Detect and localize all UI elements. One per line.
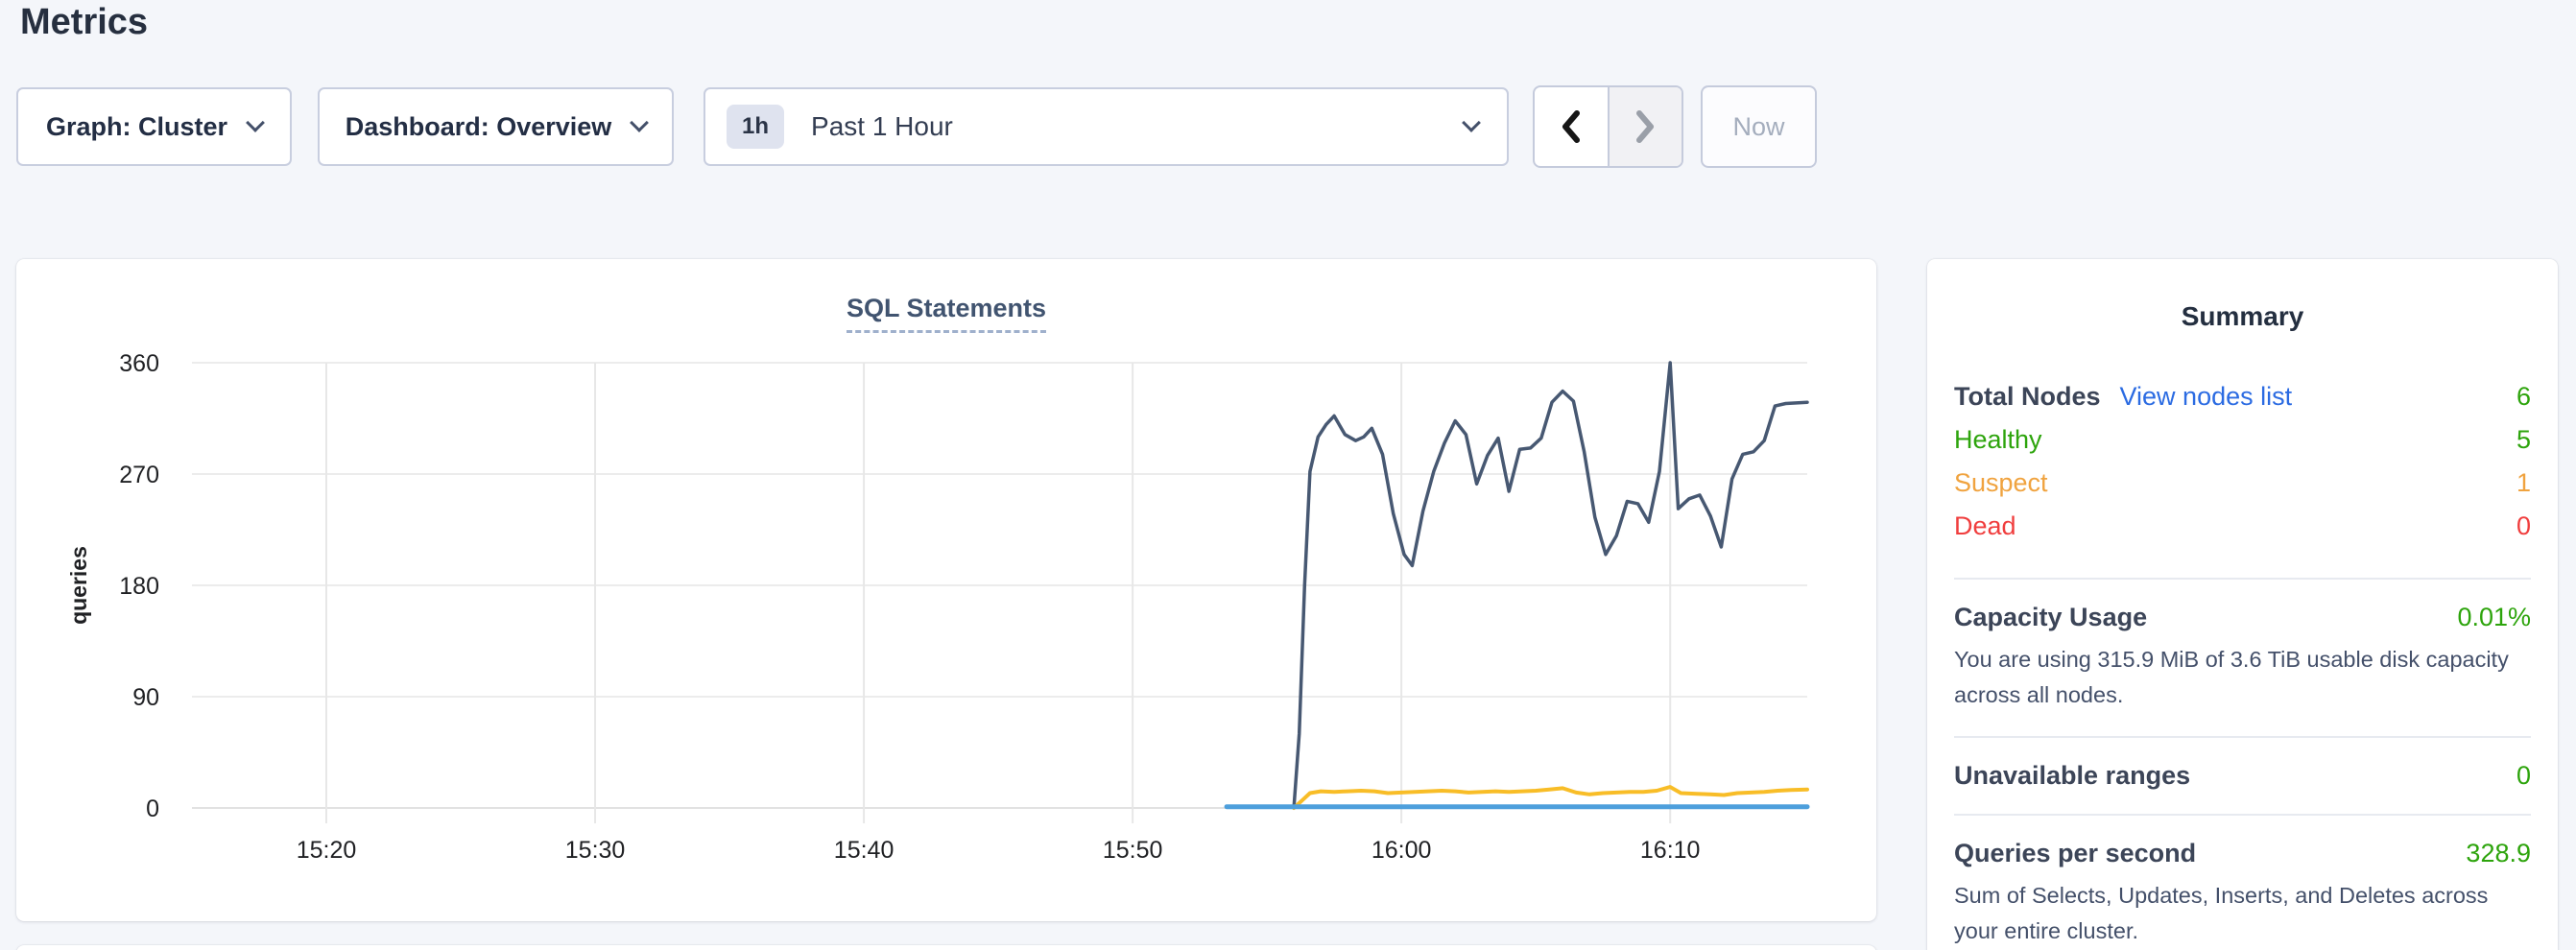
unavailable-ranges-label: Unavailable ranges bbox=[1954, 761, 2191, 790]
chevron-down-icon bbox=[1462, 113, 1481, 132]
time-range-selector[interactable]: 1h Past 1 Hour bbox=[704, 87, 1509, 166]
next-time-button[interactable] bbox=[1607, 87, 1682, 166]
divider bbox=[1954, 578, 2531, 580]
svg-text:0: 0 bbox=[146, 796, 159, 822]
divider bbox=[1954, 736, 2531, 738]
capacity-usage-row: Capacity Usage 0.01% bbox=[1954, 603, 2531, 632]
dead-nodes-row: Dead 0 bbox=[1954, 511, 2531, 555]
prev-time-button[interactable] bbox=[1535, 87, 1608, 166]
sql-statements-chart-card: SQL Statements 0 90 180 270 360 15:20 15:30 15:… bbox=[16, 259, 1876, 921]
queries-per-second-description: Sum of Selects, Updates, Inserts, and De… bbox=[1954, 883, 2489, 943]
queries-per-second-row: Queries per second 328.9 bbox=[1954, 839, 2531, 868]
svg-text:90: 90 bbox=[132, 684, 159, 711]
svg-text:360: 360 bbox=[119, 350, 159, 377]
graph-dropdown-label: Graph: Cluster bbox=[45, 111, 228, 141]
divider bbox=[1954, 814, 2531, 816]
graph-dropdown[interactable]: Graph: Cluster bbox=[16, 87, 292, 166]
dead-value: 0 bbox=[2516, 511, 2531, 540]
svg-text:15:20: 15:20 bbox=[297, 837, 357, 864]
total-nodes-label: Total Nodes bbox=[1954, 382, 2101, 411]
chart-title[interactable]: SQL Statements bbox=[846, 294, 1047, 333]
capacity-usage-label: Capacity Usage bbox=[1954, 603, 2148, 631]
suspect-value: 1 bbox=[2516, 468, 2531, 497]
healthy-value: 5 bbox=[2516, 425, 2531, 454]
time-range-badge: 1h bbox=[727, 105, 785, 149]
view-nodes-list-link[interactable]: View nodes list bbox=[2119, 382, 2293, 411]
next-chart-card bbox=[16, 945, 1876, 950]
queries-per-second-value: 328.9 bbox=[2466, 839, 2531, 867]
now-button[interactable]: Now bbox=[1701, 85, 1817, 168]
total-nodes-value: 6 bbox=[2516, 382, 2531, 411]
healthy-nodes-row: Healthy 5 bbox=[1954, 425, 2531, 468]
chevron-down-icon bbox=[246, 113, 265, 132]
time-range-label: Past 1 Hour bbox=[811, 111, 953, 141]
dead-label: Dead bbox=[1954, 511, 2016, 540]
total-nodes-row: Total Nodes View nodes list 6 bbox=[1954, 382, 2531, 425]
chevron-down-icon bbox=[630, 113, 650, 132]
svg-text:180: 180 bbox=[119, 573, 159, 600]
suspect-nodes-row: Suspect 1 bbox=[1954, 468, 2531, 511]
svg-text:15:40: 15:40 bbox=[834, 837, 894, 864]
unavailable-ranges-row: Unavailable ranges 0 bbox=[1954, 761, 2531, 791]
dashboard-dropdown-label: Dashboard: Overview bbox=[345, 111, 612, 141]
chevron-right-icon bbox=[1636, 110, 1655, 143]
healthy-label: Healthy bbox=[1954, 425, 2042, 454]
chevron-left-icon bbox=[1562, 110, 1580, 143]
svg-text:15:50: 15:50 bbox=[1103, 837, 1163, 864]
svg-text:16:00: 16:00 bbox=[1371, 837, 1432, 864]
suspect-label: Suspect bbox=[1954, 468, 2048, 497]
sql-statements-chart[interactable]: 0 90 180 270 360 15:20 15:30 15:40 15:50 16:00 16:… bbox=[16, 259, 1876, 921]
queries-per-second-label: Queries per second bbox=[1954, 839, 2197, 867]
svg-text:16:10: 16:10 bbox=[1640, 837, 1701, 864]
capacity-usage-description: You are using 315.9 MiB of 3.6 TiB usabl… bbox=[1954, 647, 2509, 707]
time-step-buttons bbox=[1533, 85, 1683, 168]
svg-text:15:30: 15:30 bbox=[565, 837, 626, 864]
svg-text:queries: queries bbox=[66, 546, 91, 625]
dashboard-dropdown[interactable]: Dashboard: Overview bbox=[318, 87, 674, 166]
unavailable-ranges-value: 0 bbox=[2516, 761, 2531, 790]
summary-title: Summary bbox=[2181, 301, 2304, 331]
svg-text:270: 270 bbox=[119, 462, 159, 488]
summary-panel: Summary Total Nodes View nodes list 6 He… bbox=[1927, 259, 2558, 950]
capacity-usage-value: 0.01% bbox=[2457, 603, 2531, 631]
page-title: Metrics bbox=[20, 2, 149, 42]
